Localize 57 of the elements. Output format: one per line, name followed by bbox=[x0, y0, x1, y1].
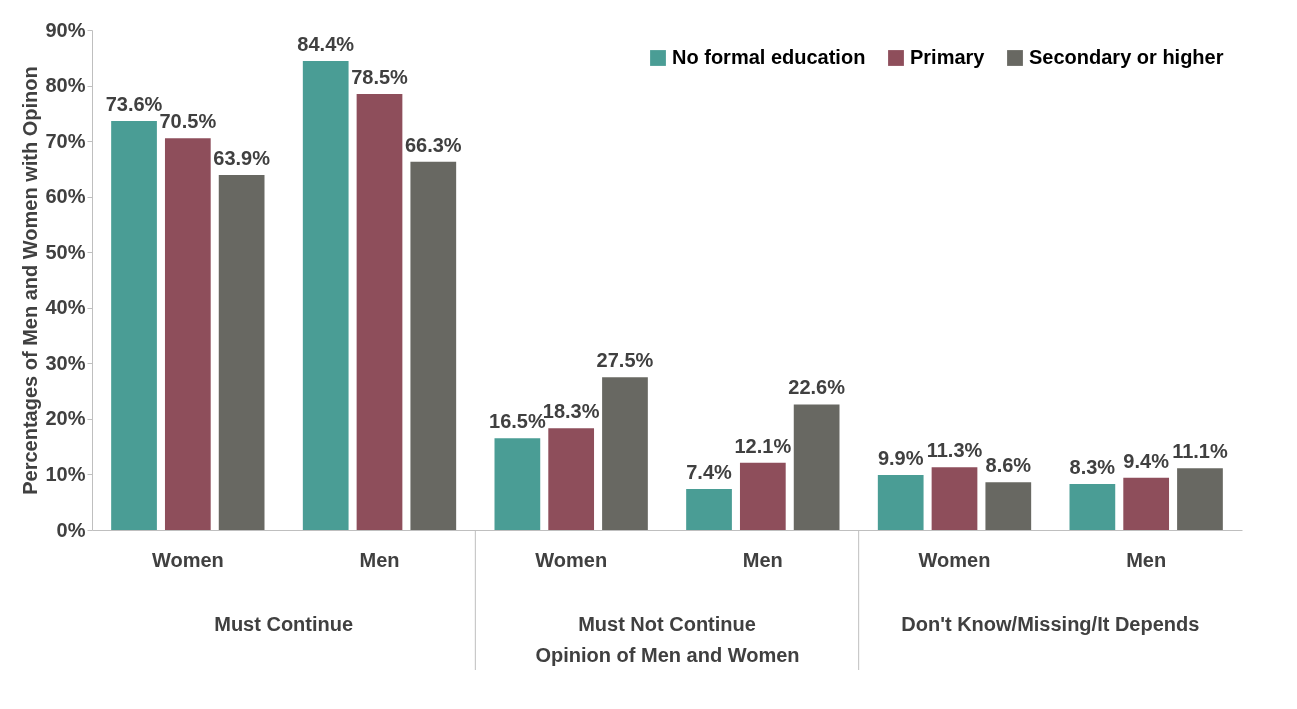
y-tick-label: 70% bbox=[45, 129, 86, 152]
y-tick-label: 20% bbox=[45, 407, 86, 430]
data-label: 12.1% bbox=[734, 434, 792, 457]
text: Don't Know/Missing/It Depends bbox=[901, 613, 1200, 635]
y-tick-label: 0% bbox=[56, 518, 86, 541]
y-tick-label: 60% bbox=[45, 185, 86, 208]
x-tick-label: Women bbox=[918, 548, 991, 571]
bar bbox=[985, 482, 1032, 530]
data-label: 78.5% bbox=[351, 65, 409, 88]
x-tick-label: Men bbox=[1126, 548, 1167, 571]
data-label: 11.1% bbox=[1172, 440, 1228, 463]
y-tick-label: 80% bbox=[45, 74, 86, 97]
bar bbox=[164, 138, 211, 530]
x-tick-label: Women bbox=[535, 548, 608, 571]
y-tick-label: 40% bbox=[45, 296, 86, 319]
text: Must Not Continue bbox=[578, 613, 756, 635]
data-label: 63.9% bbox=[213, 147, 271, 169]
bar bbox=[356, 93, 403, 530]
data-label: 8.6% bbox=[985, 454, 1032, 477]
legend-label: Secondary or higher bbox=[1029, 46, 1224, 68]
data-label: 84.4% bbox=[297, 33, 355, 56]
x-tick-label: Women bbox=[151, 548, 224, 571]
data-label: 70.5% bbox=[159, 110, 217, 133]
y-tick-label: 10% bbox=[45, 462, 86, 485]
data-label: 22.6% bbox=[788, 376, 846, 399]
bar bbox=[877, 475, 924, 530]
bar bbox=[111, 121, 157, 530]
y-tick-label: 50% bbox=[45, 240, 86, 263]
data-label: 9.9% bbox=[877, 447, 924, 469]
bar bbox=[302, 61, 349, 530]
bar bbox=[1069, 483, 1116, 530]
text: Must Continue bbox=[214, 613, 354, 635]
y-axis-title: Percentages of Men and Women with Opinon bbox=[19, 66, 42, 495]
data-label: 7.4% bbox=[686, 460, 733, 483]
x-tick-label: Men bbox=[359, 548, 400, 571]
bar bbox=[1123, 477, 1170, 530]
bar bbox=[931, 467, 978, 530]
data-label: 66.3% bbox=[404, 133, 462, 156]
y-tick-label: 30% bbox=[45, 351, 86, 374]
bar bbox=[793, 404, 840, 530]
data-label: 9.4% bbox=[1123, 449, 1170, 472]
bar bbox=[1177, 468, 1223, 530]
bar bbox=[494, 438, 541, 530]
data-label: 11.3% bbox=[926, 439, 983, 462]
legend-label: Primary bbox=[910, 46, 986, 68]
bar bbox=[602, 377, 648, 530]
bar bbox=[410, 161, 457, 530]
y-tick-label: 90% bbox=[45, 18, 86, 41]
data-label: 8.3% bbox=[1069, 455, 1116, 478]
bar bbox=[548, 428, 595, 530]
bar bbox=[686, 488, 732, 530]
x-axis-title: Opinion of Men and Women bbox=[535, 643, 800, 666]
bar bbox=[739, 462, 786, 530]
data-label: 27.5% bbox=[596, 349, 654, 372]
x-tick-label: Men bbox=[742, 548, 783, 571]
legend-label: No formal education bbox=[672, 46, 866, 68]
bar bbox=[218, 175, 265, 530]
